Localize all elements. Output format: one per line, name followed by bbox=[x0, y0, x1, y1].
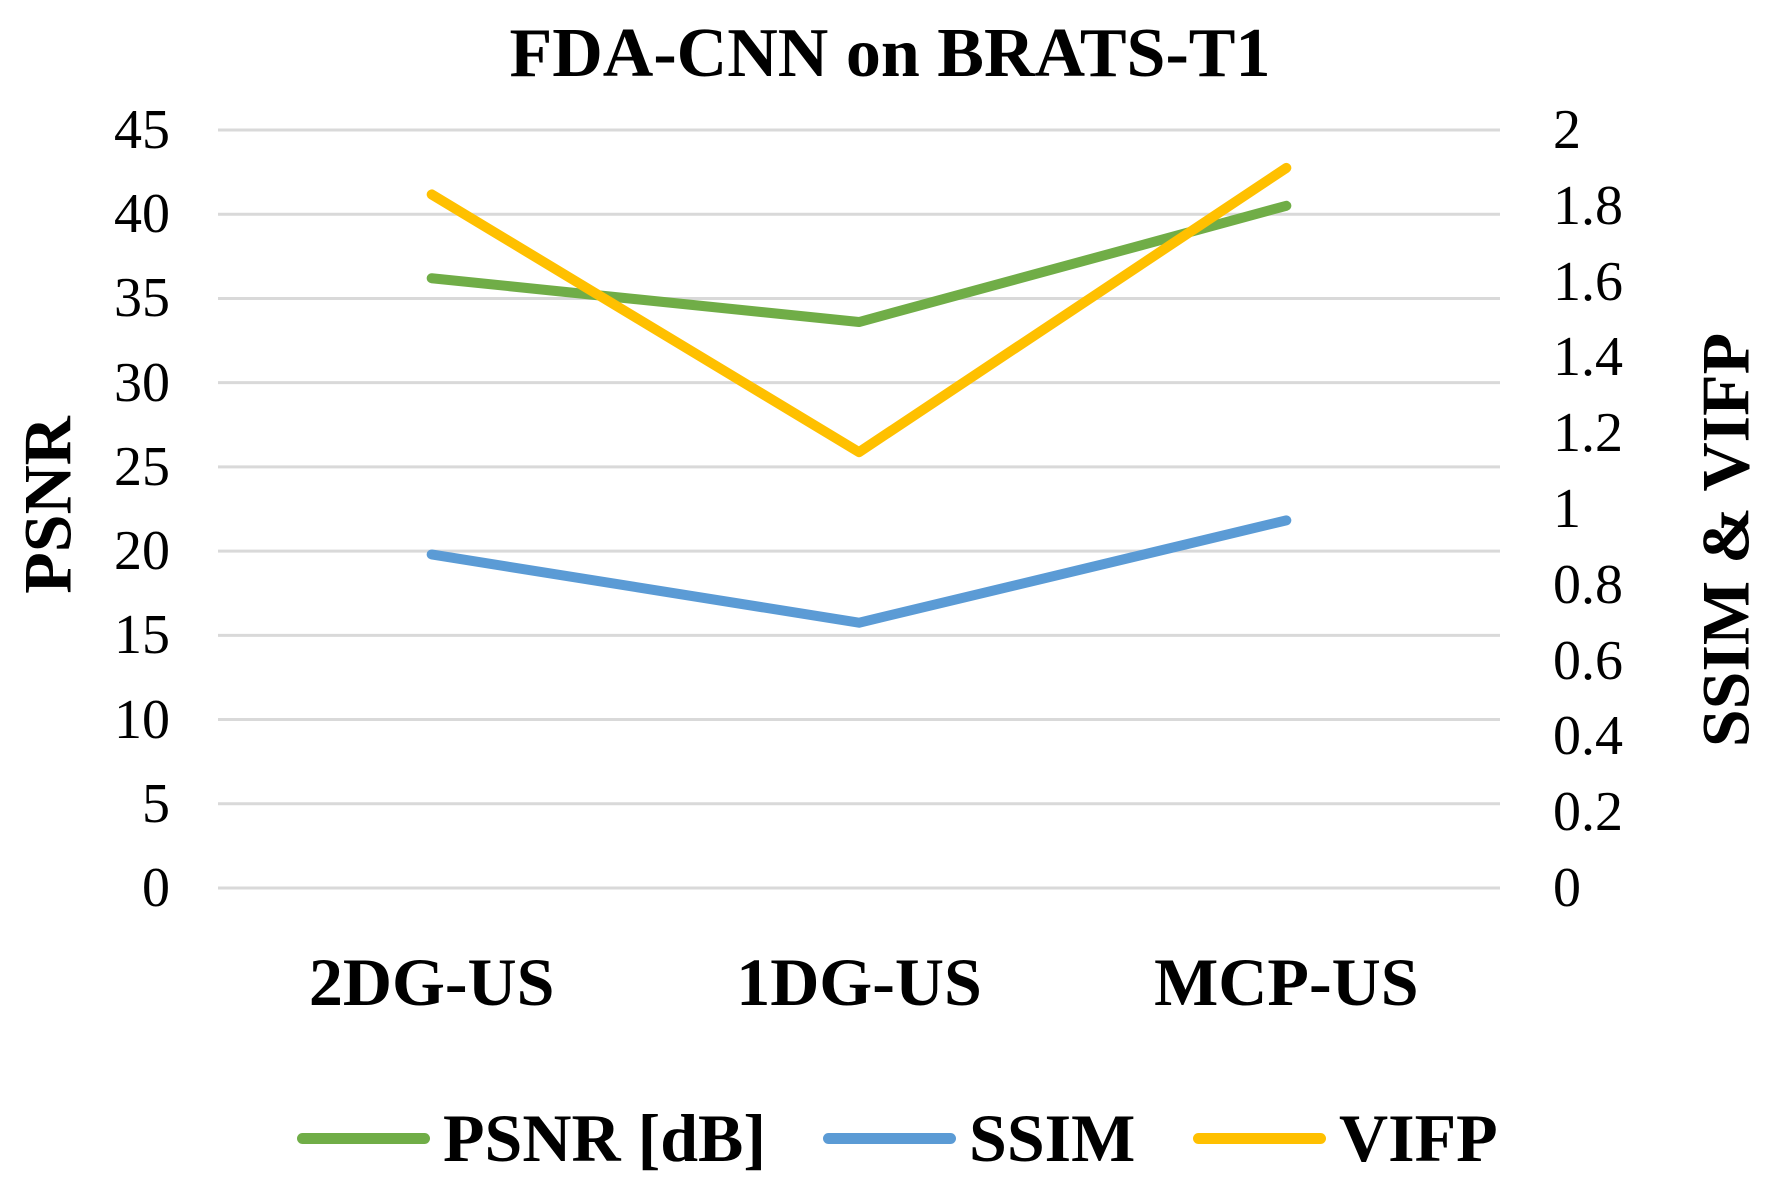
right-axis-tick: 2 bbox=[1553, 99, 1581, 161]
legend-item: SSIM bbox=[823, 1094, 1135, 1182]
category-label-2dg-us: 2DG-US bbox=[308, 944, 555, 1020]
left-axis-tick: 45 bbox=[114, 99, 170, 161]
left-axis-tick: 25 bbox=[114, 435, 170, 498]
right-axis-tick: 0.6 bbox=[1553, 629, 1623, 692]
left-axis-tick: 40 bbox=[114, 183, 170, 246]
right-axis-tick: 1.4 bbox=[1553, 326, 1623, 389]
right-axis-tick: 1.8 bbox=[1553, 174, 1623, 237]
left-axis-tick: 10 bbox=[114, 688, 170, 751]
legend-line-swatch bbox=[297, 1132, 430, 1144]
right-axis-tick: 0.2 bbox=[1553, 781, 1623, 844]
legend-item: VIFP bbox=[1193, 1094, 1498, 1182]
chart-title: FDA-CNN on BRATS-T1 bbox=[509, 15, 1271, 92]
left-axis-tick: 0 bbox=[142, 857, 170, 919]
left-axis-tick: 20 bbox=[114, 520, 170, 583]
category-label-1dg-us: 1DG-US bbox=[736, 944, 982, 1020]
legend-label: PSNR [dB] bbox=[443, 1100, 767, 1176]
right-axis-tick: 1.2 bbox=[1553, 402, 1623, 465]
series-line-ssim bbox=[426, 515, 1292, 628]
left-axis-tick: 15 bbox=[114, 604, 170, 667]
right-axis-tick: 0 bbox=[1553, 857, 1581, 919]
right-axis-tick: 0.8 bbox=[1553, 553, 1623, 616]
legend-line-swatch bbox=[823, 1132, 956, 1144]
legend-label: VIFP bbox=[1339, 1100, 1498, 1176]
right-axis-title: SSIM & VIFP bbox=[1687, 332, 1764, 748]
left-axis-tick: 5 bbox=[142, 772, 170, 835]
series-line-vifp bbox=[426, 162, 1292, 458]
right-axis-tick: 1.6 bbox=[1553, 250, 1623, 313]
legend-line-swatch bbox=[1193, 1132, 1326, 1144]
legend-item: PSNR [dB] bbox=[297, 1094, 766, 1182]
left-axis-tick: 35 bbox=[114, 267, 170, 330]
right-axis-tick: 1 bbox=[1553, 478, 1581, 540]
series-line-psnr-db bbox=[426, 200, 1292, 328]
right-axis-tick: 0.4 bbox=[1553, 705, 1623, 768]
legend-label: SSIM bbox=[969, 1100, 1136, 1176]
left-axis-tick: 30 bbox=[114, 351, 170, 414]
category-label-mcp-us: MCP-US bbox=[1154, 944, 1419, 1020]
